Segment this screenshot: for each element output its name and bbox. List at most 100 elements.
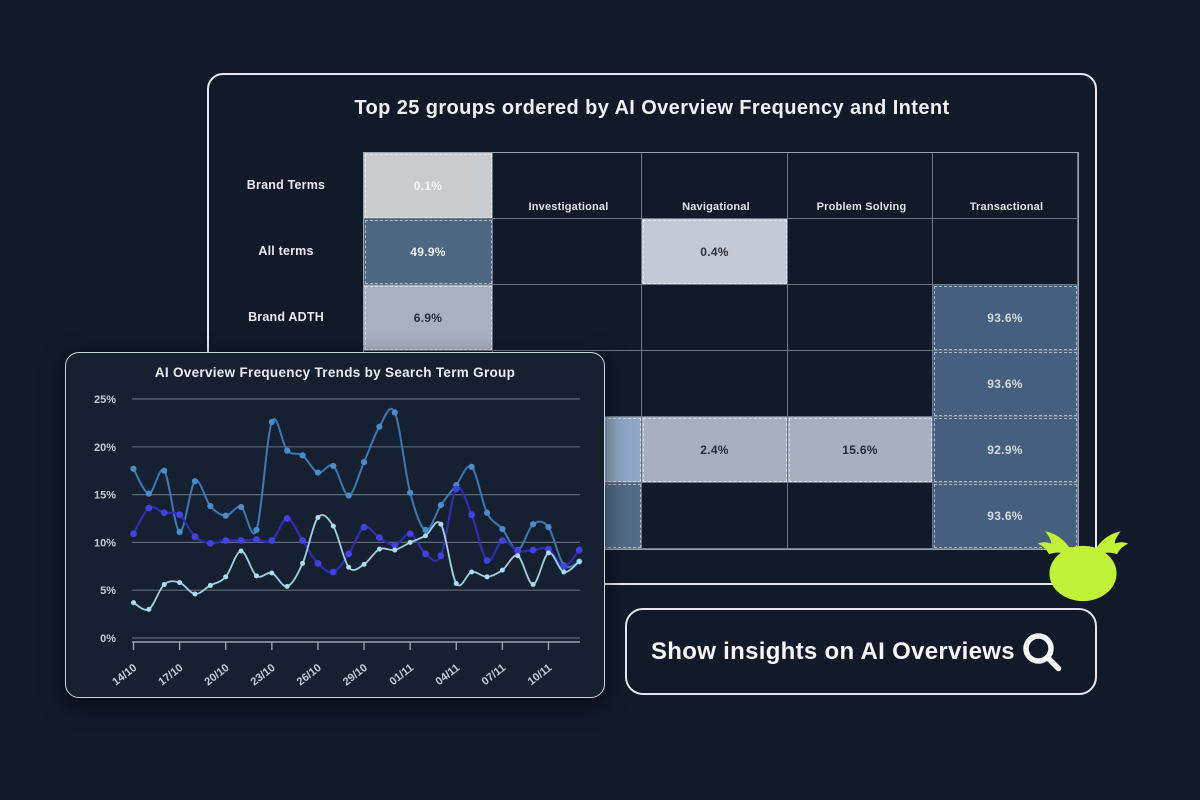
data-point [284, 447, 291, 454]
svg-text:0%: 0% [100, 633, 116, 645]
svg-text:17/10: 17/10 [156, 662, 185, 688]
heatmap-card: Top 25 groups ordered by AI Overview Fre… [207, 73, 1097, 585]
data-point [530, 581, 536, 587]
svg-text:01/11: 01/11 [387, 662, 416, 688]
series-line-indigo [132, 486, 581, 574]
data-point [345, 492, 352, 499]
data-point [560, 562, 568, 570]
data-point [484, 574, 490, 580]
row-label: Brand ADTH [248, 310, 324, 324]
data-point [299, 537, 306, 544]
heatmap-cell [642, 153, 788, 219]
data-point [575, 546, 583, 554]
data-point [468, 463, 475, 470]
heatmap-title: Top 25 groups ordered by AI Overview Fre… [354, 97, 950, 119]
heatmap-cell [788, 285, 933, 351]
svg-text:10%: 10% [94, 537, 116, 549]
data-point [207, 582, 213, 588]
data-point [437, 502, 444, 509]
data-point [268, 418, 275, 426]
data-point [483, 557, 491, 564]
heatmap-cell [493, 285, 642, 351]
show-insights-label: Show insights on AI Overviews [651, 637, 1015, 665]
data-point [360, 458, 368, 466]
data-point [299, 452, 306, 459]
data-point [207, 502, 214, 510]
heatmap-cell [493, 153, 642, 219]
data-point [561, 569, 567, 575]
heatmap-cell: 0.4% [642, 219, 788, 285]
data-point [329, 568, 337, 576]
data-point [206, 539, 214, 547]
data-point [360, 523, 368, 531]
data-point [530, 521, 537, 528]
magnifier-icon [1023, 632, 1062, 671]
data-point [423, 533, 429, 539]
row-label: Brand Terms [246, 178, 326, 192]
data-point [376, 546, 382, 552]
series-line-light-cyan [132, 514, 581, 611]
heatmap-cell [788, 351, 933, 417]
heatmap-cell [933, 153, 1078, 219]
heatmap-cell: 2.4% [642, 417, 788, 483]
data-point [222, 537, 230, 544]
data-point [146, 606, 152, 612]
data-point [483, 509, 491, 516]
data-point [498, 537, 506, 544]
svg-text:20%: 20% [94, 442, 116, 454]
heatmap-cell: 92.9% [933, 417, 1078, 483]
data-point [161, 581, 167, 587]
heatmap-grid: 0.1% 49.9% 0.4% 6.9% 93.6% 93.6% 2.4% 15.6% 92.9… [363, 152, 1079, 550]
trend-chart-title: AI Overview Frequency Trends by Search T… [154, 365, 516, 380]
heatmap-cell: 6.9% [364, 285, 493, 351]
data-point [177, 580, 183, 586]
heatmap-cell [642, 483, 788, 549]
data-point [268, 537, 276, 544]
data-point [345, 550, 353, 558]
row-label: All terms [258, 244, 314, 258]
heatmap-cell [933, 219, 1078, 285]
data-point [191, 478, 199, 485]
data-point [223, 574, 229, 580]
data-point [346, 564, 352, 570]
data-point [468, 511, 476, 519]
data-point [453, 581, 459, 587]
column-header: Transactional [969, 201, 1044, 213]
heatmap-cell: 0.1% [364, 153, 493, 219]
data-point [253, 526, 260, 534]
data-point [376, 423, 383, 430]
svg-text:15%: 15% [94, 490, 116, 502]
data-point [145, 490, 152, 497]
column-header: Navigational [682, 201, 750, 213]
data-point [237, 503, 245, 511]
data-point [176, 511, 184, 519]
data-point [269, 570, 275, 576]
trend-line-chart: 0% 5% 10% 15% 20% 25% 14/10 17/10 20/10 23/10 26/1… [94, 394, 583, 688]
svg-text:26/10: 26/10 [295, 662, 324, 688]
data-point [361, 561, 367, 567]
svg-text:04/11: 04/11 [434, 662, 463, 688]
data-point [131, 600, 136, 606]
data-point [222, 512, 229, 519]
data-point [406, 530, 414, 538]
svg-text:10/11: 10/11 [526, 662, 555, 688]
data-point [469, 569, 475, 575]
heatmap-cell [642, 351, 788, 417]
data-point [314, 469, 322, 476]
data-point [315, 515, 321, 521]
svg-text:14/10: 14/10 [110, 662, 139, 688]
data-point [392, 547, 398, 553]
data-point [160, 509, 168, 517]
owl-logo-icon [1037, 531, 1129, 602]
show-insights-button[interactable]: Show insights on AI Overviews [625, 608, 1097, 695]
data-point [545, 524, 552, 531]
heatmap-cell: 93.6% [933, 285, 1078, 351]
data-point [515, 553, 521, 559]
heatmap-cell [788, 153, 933, 219]
data-point [391, 541, 399, 549]
heatmap-cell: 49.9% [364, 219, 493, 285]
svg-text:5%: 5% [100, 585, 116, 597]
heatmap-cell: 93.6% [933, 351, 1078, 417]
heatmap-cell [788, 483, 933, 549]
data-point [407, 539, 413, 545]
